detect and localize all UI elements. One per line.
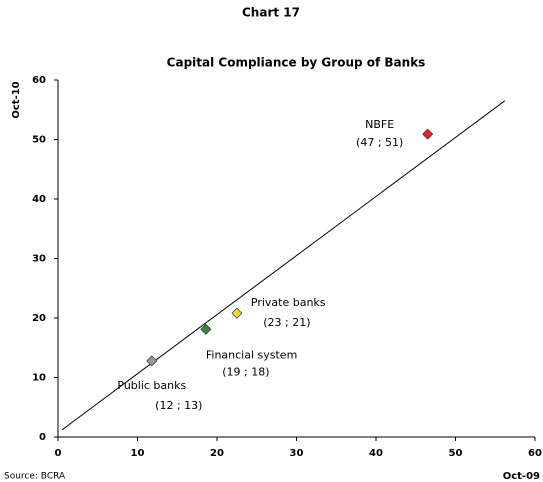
y-tick-label: 10 xyxy=(32,373,46,384)
point-name: Private banks xyxy=(251,296,326,309)
x-tick-label: 30 xyxy=(290,448,304,459)
y-tick-label: 0 xyxy=(39,432,46,443)
point-name: NBFE xyxy=(365,118,394,131)
y-tick-label: 40 xyxy=(32,194,46,205)
value-label: (12 ; 13) xyxy=(155,399,202,412)
x-tick-label: 40 xyxy=(369,448,383,459)
source-note: Source: BCRA xyxy=(4,472,66,482)
y-tick-label: 50 xyxy=(32,135,46,146)
y-axis-label: Oct-10 xyxy=(11,81,22,118)
y-tick-label: 60 xyxy=(32,75,46,86)
chart-subtitle: Capital Compliance by Group of Banks xyxy=(167,56,426,70)
x-tick-label: 20 xyxy=(210,448,224,459)
value-label: (19 ; 18) xyxy=(222,365,269,378)
x-axis-label: Oct-09 xyxy=(503,471,540,482)
point xyxy=(231,307,243,319)
chart-title: Chart 17 xyxy=(242,6,300,20)
x-tick-label: 0 xyxy=(55,448,62,459)
point-name: Financial system xyxy=(206,348,297,361)
reference-line xyxy=(61,100,506,431)
point xyxy=(200,323,212,335)
y-tick-label: 30 xyxy=(32,254,46,265)
y-tick-label: 20 xyxy=(32,313,46,324)
value-label: (47 ; 51) xyxy=(356,136,403,149)
point-name: Public banks xyxy=(117,379,186,392)
point xyxy=(422,128,434,140)
point xyxy=(146,355,158,367)
x-tick-label: 10 xyxy=(131,448,145,459)
x-tick-label: 60 xyxy=(528,448,542,459)
value-label: (23 ; 21) xyxy=(263,316,310,329)
x-tick-label: 50 xyxy=(449,448,463,459)
